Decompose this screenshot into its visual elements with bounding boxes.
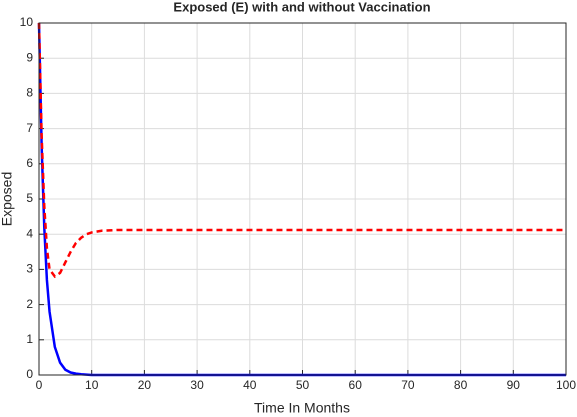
x-tick-label: 90 xyxy=(507,378,521,392)
x-tick-label: 100 xyxy=(556,378,576,392)
y-tick-label: 10 xyxy=(20,15,34,29)
x-tick-label: 80 xyxy=(454,378,468,392)
x-tick-label: 40 xyxy=(243,378,257,392)
plot-frame xyxy=(38,22,567,376)
y-tick-label: 7 xyxy=(26,121,33,135)
y-tick-label: 4 xyxy=(26,226,33,240)
x-tick-label: 60 xyxy=(349,378,363,392)
x-tick-label: 0 xyxy=(36,378,43,392)
x-tick-label: 10 xyxy=(85,378,99,392)
x-tick-label: 50 xyxy=(296,378,310,392)
x-axis-label: Time In Months xyxy=(254,400,350,416)
x-tick-label: 70 xyxy=(401,378,415,392)
y-tick-label: 8 xyxy=(26,86,33,100)
chart-title: Exposed (E) with and without Vaccination xyxy=(173,0,430,14)
y-tick-label: 5 xyxy=(26,191,33,205)
y-tick-label: 1 xyxy=(26,332,33,346)
x-tick-label: 30 xyxy=(190,378,204,392)
y-axis-label: Exposed xyxy=(0,172,15,226)
series-line xyxy=(37,22,566,279)
y-tick-label: 0 xyxy=(26,367,33,381)
y-tick-label: 9 xyxy=(26,50,33,64)
y-tick-label: 2 xyxy=(26,297,33,311)
y-tick-label: 3 xyxy=(26,262,33,276)
x-tick-label: 20 xyxy=(138,378,152,392)
y-tick-label: 6 xyxy=(26,156,33,170)
